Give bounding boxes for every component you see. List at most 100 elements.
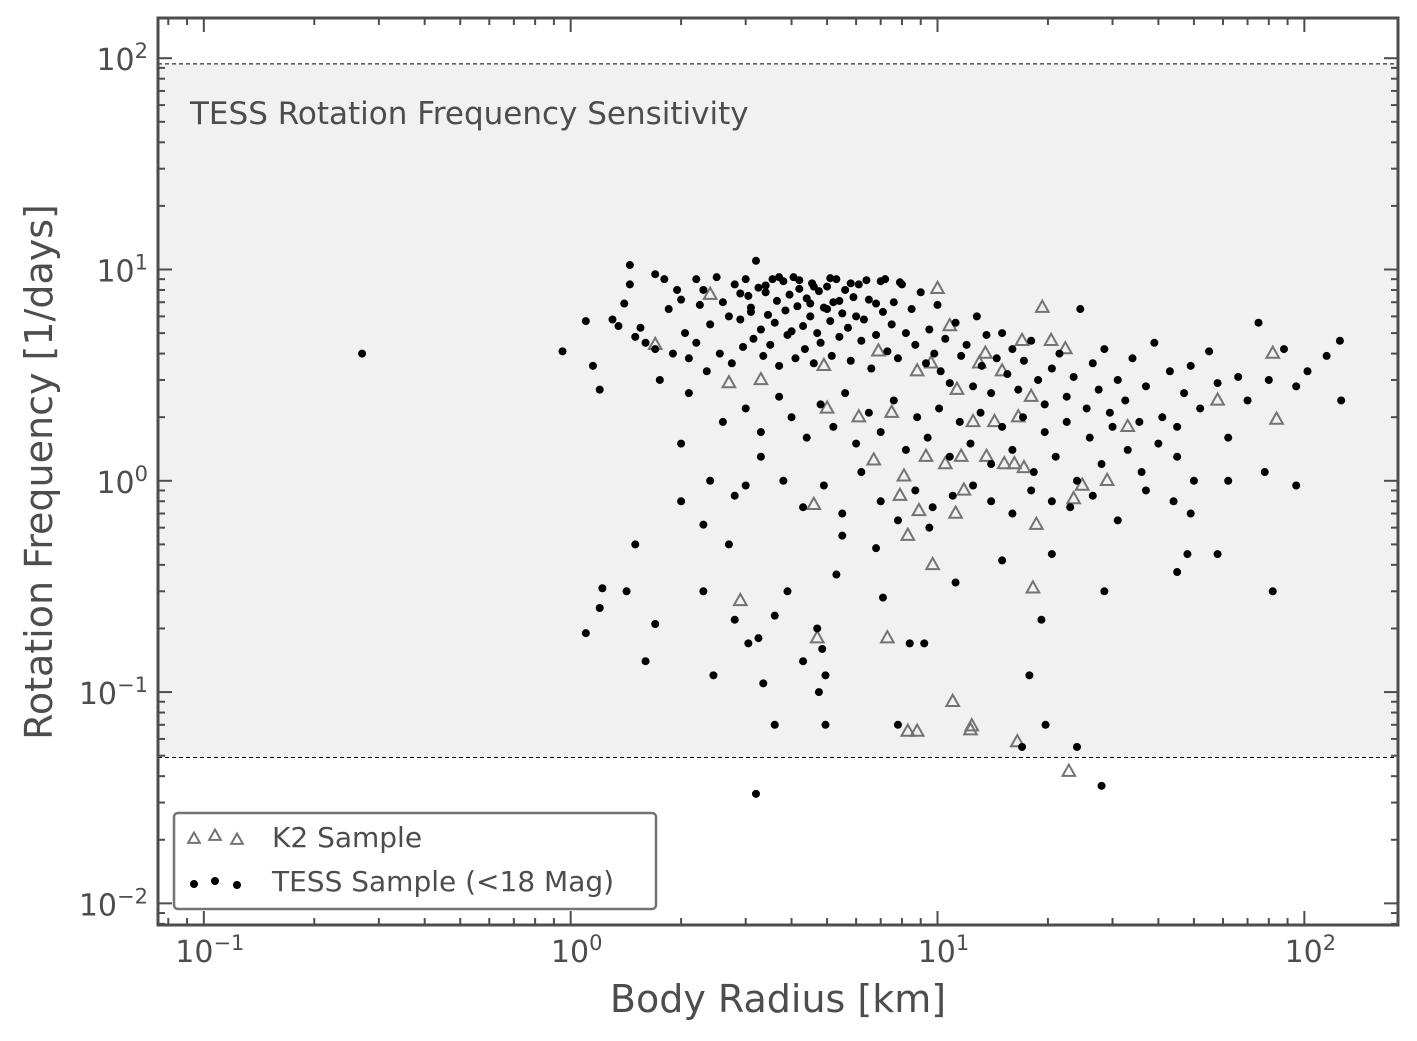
- tess-point: [1189, 476, 1198, 485]
- tess-point: [987, 389, 996, 398]
- tess-point: [913, 413, 922, 422]
- tess-point: [814, 688, 823, 697]
- tess-point: [1069, 372, 1078, 381]
- legend-tess-marker: [190, 877, 241, 889]
- tess-point: [998, 329, 1007, 338]
- tess-point: [775, 361, 784, 370]
- legend-k2-marker: [186, 827, 245, 845]
- tess-point: [1041, 720, 1050, 729]
- tess-point: [893, 354, 902, 363]
- tess-point: [724, 540, 733, 549]
- k2-point: [1028, 515, 1045, 530]
- tess-point: [756, 325, 765, 334]
- tess-point: [775, 392, 784, 401]
- tess-point: [1254, 318, 1263, 327]
- tess-point: [948, 491, 957, 500]
- tess-point: [849, 293, 858, 302]
- tess-point: [620, 299, 629, 308]
- tess-point: [759, 351, 768, 360]
- tess-point: [876, 497, 885, 506]
- tess-point: [664, 305, 673, 314]
- tess-point: [741, 404, 750, 413]
- tess-point: [969, 382, 978, 391]
- k2-point: [924, 555, 941, 571]
- legend-k2-triangle: [207, 827, 223, 841]
- tess-point: [1137, 468, 1146, 477]
- tess-point: [1027, 336, 1036, 345]
- tess-point: [699, 520, 708, 529]
- tess-point: [768, 275, 777, 284]
- tess-point: [1047, 550, 1056, 559]
- tess-point: [816, 338, 825, 347]
- tess-point: [1135, 417, 1144, 426]
- tess-point: [1150, 338, 1159, 347]
- k2-point: [965, 412, 982, 428]
- tess-point: [746, 303, 755, 312]
- tess-point: [872, 544, 881, 553]
- tess-point: [1072, 476, 1081, 485]
- tess-point: [595, 385, 604, 394]
- tess-point: [1113, 375, 1122, 384]
- tess-point: [1128, 354, 1137, 363]
- tess-point: [823, 282, 832, 291]
- tess-point: [935, 404, 944, 413]
- k2-point: [1209, 391, 1226, 406]
- tess-point: [977, 361, 986, 370]
- k2-point: [1060, 762, 1077, 777]
- tess-point: [1100, 587, 1109, 596]
- tess-point: [1085, 433, 1094, 442]
- legend-k2-triangle: [186, 830, 202, 844]
- tess-point: [916, 288, 925, 297]
- tess-point: [1051, 452, 1060, 461]
- tess-point: [581, 629, 590, 638]
- tess-point: [1165, 367, 1174, 376]
- tess-series: [358, 256, 1346, 798]
- tess-point: [1018, 742, 1027, 751]
- tess-point: [1008, 509, 1017, 518]
- tess-point: [799, 503, 808, 512]
- tess-point: [706, 476, 715, 485]
- legend-box: [172, 811, 658, 911]
- tess-point: [969, 481, 978, 490]
- tess-point: [998, 422, 1007, 431]
- tess-point: [1121, 396, 1130, 405]
- tess-point: [1322, 351, 1331, 360]
- tess-point: [1062, 417, 1071, 426]
- tess-point: [1097, 781, 1106, 790]
- tess-point: [718, 417, 727, 426]
- y-tick-label: 100: [96, 462, 148, 501]
- tess-point: [818, 644, 827, 653]
- tess-point: [827, 351, 836, 360]
- tess-point: [715, 349, 724, 358]
- tess-point: [787, 327, 796, 336]
- tess-point: [857, 336, 866, 345]
- tess-point: [1014, 385, 1023, 394]
- tess-point: [992, 354, 1001, 363]
- band-annotation: TESS Rotation Frequency Sensitivity: [189, 96, 749, 132]
- tess-point: [770, 720, 779, 729]
- tess-point: [878, 307, 887, 316]
- tess-point: [795, 276, 804, 285]
- tess-point: [859, 315, 868, 324]
- tess-point: [761, 281, 770, 290]
- tess-point: [1154, 439, 1163, 448]
- k2-point: [879, 629, 896, 644]
- tess-point: [763, 310, 772, 319]
- tess-point: [751, 256, 760, 265]
- tess-point: [893, 720, 902, 729]
- tess-point: [1141, 382, 1150, 391]
- tess-point: [901, 445, 910, 454]
- tess-point: [998, 556, 1007, 565]
- k2-series: [647, 279, 1285, 777]
- tess-point: [660, 275, 669, 284]
- tess-point: [852, 312, 861, 321]
- tess-point: [1279, 345, 1288, 354]
- tess-point: [841, 285, 850, 294]
- tess-point: [1173, 568, 1182, 577]
- tess-point: [730, 615, 739, 624]
- tess-point: [775, 273, 784, 282]
- tess-point: [838, 309, 847, 318]
- legend-tess-dot: [211, 877, 219, 885]
- k2-point: [1014, 331, 1031, 346]
